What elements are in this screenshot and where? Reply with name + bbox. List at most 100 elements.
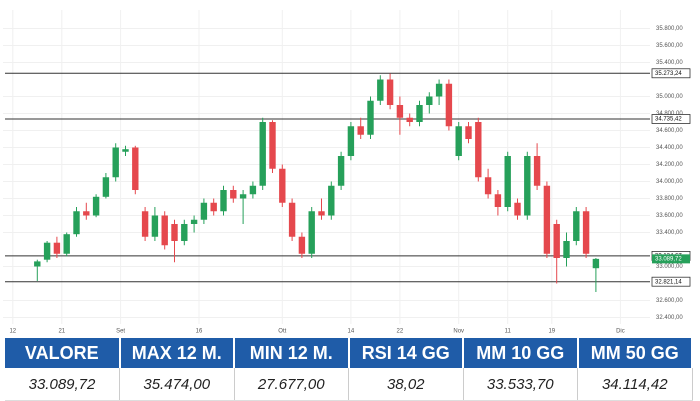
cell: 33.533,70: [463, 368, 578, 401]
candle-body: [514, 202, 521, 216]
candle-body: [151, 215, 159, 237]
level-label-box: [651, 276, 691, 287]
candle-body: [347, 126, 355, 156]
x-tick-label: Nov: [453, 329, 464, 335]
x-tick-label: 11: [505, 329, 512, 335]
candle-body: [573, 211, 580, 241]
candle-body: [337, 156, 345, 186]
level-label-box: [651, 68, 691, 79]
candle-body: [239, 194, 247, 199]
candle-body: [592, 258, 600, 269]
candle-body: [141, 211, 149, 237]
y-tick-label: 33.800,00: [656, 196, 683, 202]
candle-body: [132, 147, 139, 190]
level-label: 35.273,24: [655, 71, 682, 77]
candle-body: [161, 215, 168, 246]
y-tick-label: 34.600,00: [656, 128, 683, 134]
y-tick-label: 34.400,00: [656, 145, 683, 151]
candle-body: [102, 177, 110, 197]
candle-body: [181, 224, 188, 241]
candle-body: [298, 236, 306, 254]
last-price-box: [652, 254, 690, 264]
candle-body: [426, 96, 433, 105]
y-tick-label: 35.600,00: [656, 43, 683, 49]
candle-body: [484, 177, 492, 195]
candle-body: [63, 234, 70, 254]
level-label: 32.821,14: [655, 279, 682, 285]
candle-body: [377, 79, 384, 101]
chart: 35.800,00 35.600,00 35.400,00 35.000,00 34.8…: [3, 10, 691, 335]
candle-body: [524, 156, 531, 216]
last-price-label: 33.089,72: [655, 256, 682, 262]
candle-body: [220, 190, 227, 212]
candle-body: [553, 224, 560, 258]
header: VALORE: [5, 338, 121, 368]
candle-body: [230, 190, 237, 199]
candle-body: [435, 83, 443, 97]
y-tick-label: 33.000,00: [656, 264, 683, 270]
candle-body: [563, 241, 570, 258]
candle-body: [465, 126, 472, 139]
candle-body: [83, 211, 90, 216]
candle-body: [259, 122, 266, 186]
candle-body: [53, 242, 61, 254]
x-tick-label: 14: [348, 329, 355, 335]
candle-body: [200, 202, 208, 220]
candle-body: [210, 202, 217, 212]
candle-body: [43, 242, 51, 260]
candle-body: [494, 194, 502, 207]
x-tick-label: Set: [116, 329, 125, 335]
candle-body: [357, 126, 364, 135]
y-tick-label: 33.400,00: [656, 230, 683, 236]
value-row: 33.089,72 35.474,00 27.677,00 38,02 33.5…: [5, 368, 693, 401]
x-tick-label: 16: [196, 329, 203, 335]
y-tick-label: 34.200,00: [656, 162, 683, 168]
candle-body: [308, 211, 315, 254]
candle-body: [406, 117, 413, 122]
candle-body: [288, 202, 296, 237]
cell: 34.114,42: [577, 368, 693, 401]
header: MAX 12 M.: [119, 338, 235, 368]
candle-body: [543, 185, 551, 254]
y-tick-label: 35.000,00: [656, 94, 683, 100]
candle-body: [396, 105, 404, 118]
cell: 33.089,72: [5, 368, 120, 401]
header: RSI 14 GG: [348, 338, 464, 368]
candle-body: [533, 156, 541, 186]
summary-table: VALORE MAX 12 M. MIN 12 M. RSI 14 GG MM …: [5, 338, 693, 401]
x-tick-label: 21: [58, 329, 65, 335]
candle-body: [475, 122, 482, 178]
candle-body: [386, 79, 394, 105]
candle-body: [504, 156, 511, 207]
cell: 35.474,00: [119, 368, 235, 401]
candle-body: [445, 83, 453, 127]
x-tick-label: 12: [9, 329, 16, 335]
candle-body: [171, 224, 178, 241]
candle-body: [582, 211, 590, 254]
candle-body: [416, 105, 423, 122]
y-tick-label: 33.600,00: [656, 213, 683, 219]
candle-body: [455, 126, 462, 156]
x-tick-label: Ott: [278, 329, 286, 335]
x-tick-label: 22: [397, 329, 404, 335]
candle-body: [112, 147, 119, 178]
candle-body: [318, 211, 325, 216]
header: MIN 12 M.: [234, 338, 350, 368]
y-tick-label: 34.000,00: [656, 179, 683, 185]
y-tick-label: 32.400,00: [656, 315, 683, 321]
cell: 38,02: [348, 368, 464, 401]
candle-body: [34, 261, 41, 267]
candle-body: [73, 211, 80, 235]
candle-body: [122, 149, 129, 152]
candle-body: [249, 185, 257, 195]
candle-body: [279, 168, 286, 203]
candle-body: [328, 185, 335, 216]
candle-body: [367, 100, 374, 135]
y-tick-label: 35.400,00: [656, 60, 683, 66]
y-tick-label: 32.600,00: [656, 298, 683, 304]
y-tick-label: 35.800,00: [656, 26, 683, 32]
header: MM 50 GG: [577, 338, 693, 368]
level-label: 34.735,42: [655, 117, 682, 123]
header: MM 10 GG: [463, 338, 579, 368]
